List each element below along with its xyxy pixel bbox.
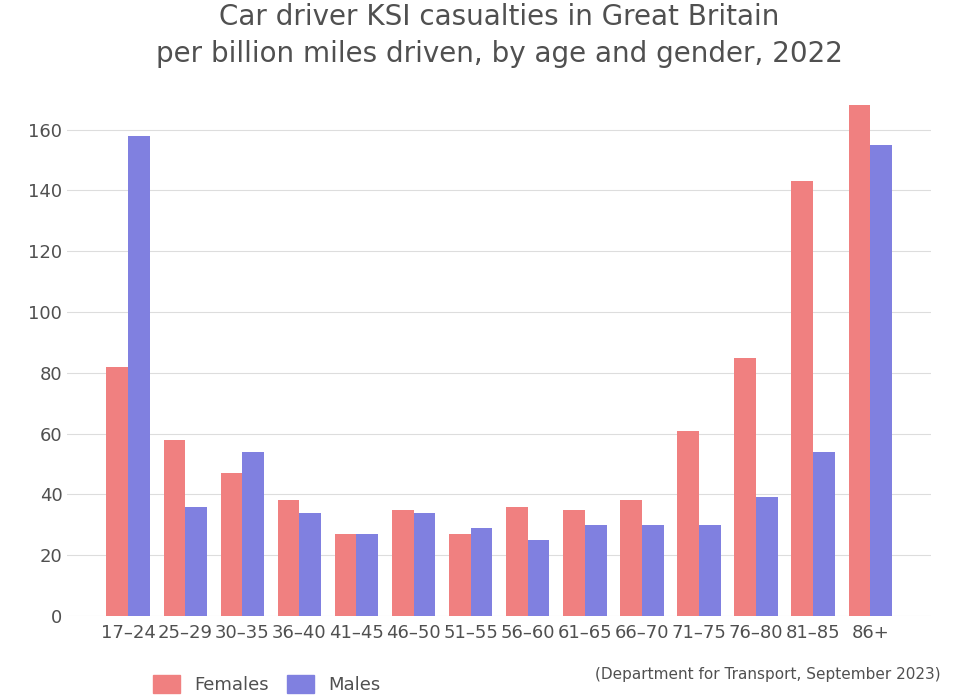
Bar <box>585 525 607 616</box>
Bar <box>642 525 663 616</box>
Bar <box>356 534 378 616</box>
Bar <box>699 525 721 616</box>
Bar <box>129 136 150 616</box>
Bar <box>870 145 892 616</box>
Bar <box>392 510 414 616</box>
Bar <box>300 512 321 616</box>
Bar <box>107 367 129 616</box>
Bar <box>791 181 813 616</box>
Bar <box>528 540 549 616</box>
Bar <box>506 507 528 616</box>
Text: (Department for Transport, September 2023): (Department for Transport, September 202… <box>595 668 941 682</box>
Bar <box>734 358 756 616</box>
Bar <box>756 498 778 616</box>
Bar <box>449 534 470 616</box>
Bar <box>813 452 835 616</box>
Bar <box>163 440 185 616</box>
Bar <box>414 512 435 616</box>
Bar <box>335 534 356 616</box>
Bar <box>185 507 207 616</box>
Title: Car driver KSI casualties in Great Britain
per billion miles driven, by age and : Car driver KSI casualties in Great Brita… <box>156 3 843 68</box>
Bar <box>277 500 300 616</box>
Bar <box>470 528 492 616</box>
Bar <box>849 105 870 616</box>
Legend: Females, Males: Females, Males <box>145 668 388 700</box>
Bar <box>678 430 699 616</box>
Bar <box>221 473 242 616</box>
Bar <box>242 452 264 616</box>
Bar <box>620 500 642 616</box>
Bar <box>564 510 585 616</box>
